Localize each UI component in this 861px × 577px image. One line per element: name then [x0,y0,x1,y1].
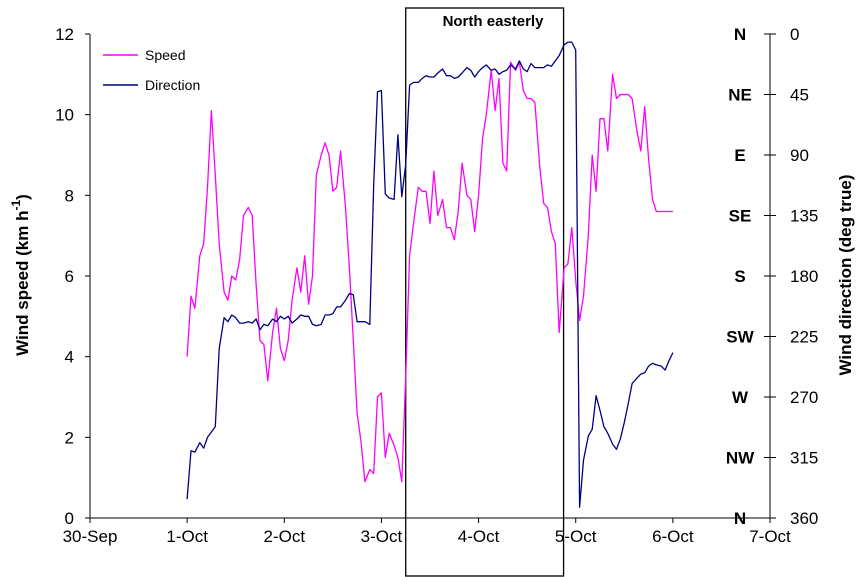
y-left-axis-title: Wind speed (km h-1) [9,194,32,356]
series-line-direction [186,41,674,508]
y-left-tick-label: 6 [65,267,74,286]
y-left-axis-title-close: ) [13,194,32,200]
y-right-tick-label: 225 [790,328,818,347]
y-right-axis-title: Wind direction (deg true) [836,174,855,375]
y-right-tick-label: 0 [790,25,799,44]
compass-label: E [734,146,745,165]
compass-label: N [734,509,746,528]
compass-label: W [732,388,749,407]
x-tick-label: 1-Oct [166,527,208,546]
y-left-axis-title-superscript: -1 [9,200,23,211]
y-right-tick-label: 135 [790,207,818,226]
y-right-tick-label: 315 [790,449,818,468]
y-right-tick-label: 360 [790,509,818,528]
compass-label: S [734,267,745,286]
y-left-tick-label: 4 [65,348,74,367]
y-right-tick-label: 180 [790,267,818,286]
x-tick-label: 3-Oct [361,527,403,546]
compass-label: SW [726,328,754,347]
x-tick-label: 6-Oct [652,527,694,546]
x-tick-label: 30-Sep [63,527,118,546]
compass-label: SE [729,207,752,226]
series-line-speed [186,61,673,483]
compass-label: NE [728,86,752,105]
x-tick-label: 5-Oct [555,527,597,546]
x-tick-label: 4-Oct [458,527,500,546]
legend-label-direction: Direction [145,77,200,93]
x-tick-label: 7-Oct [749,527,791,546]
y-left-tick-label: 12 [55,25,74,44]
compass-label: NW [726,449,755,468]
compass-label: N [734,25,746,44]
y-right-tick-label: 45 [790,86,809,105]
annotation-label: North easterly [443,13,545,30]
y-left-tick-label: 0 [65,509,74,528]
y-left-tick-label: 2 [65,428,74,447]
axes [85,33,776,523]
legend: Speed Direction [103,47,200,93]
y-left-tick-label: 8 [65,186,74,205]
tick-labels: 0 2 4 6 8 10 12 30-Sep 1-Oct 2-Oct 3-Oct 4-Oct 5-Oct… [55,25,818,546]
annotation-rect [405,7,565,577]
y-right-tick-label: 270 [790,388,818,407]
series-lines [186,41,674,508]
y-left-tick-label: 10 [55,106,74,125]
x-tick-label: 2-Oct [264,527,306,546]
annotation-box [405,7,565,577]
legend-label-speed: Speed [145,47,185,63]
y-right-tick-label: 90 [790,146,809,165]
